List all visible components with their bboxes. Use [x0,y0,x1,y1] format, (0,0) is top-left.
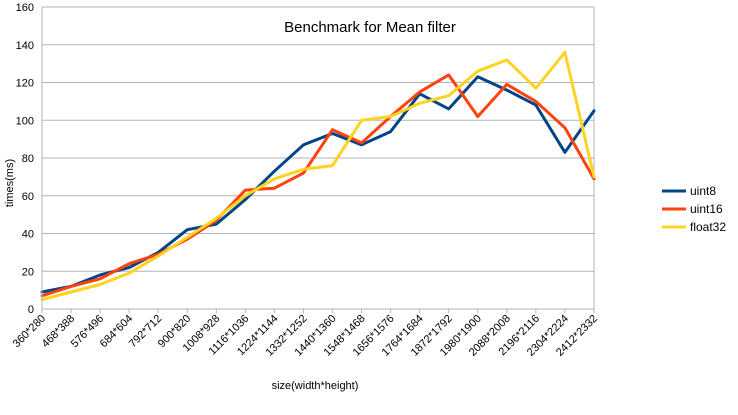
legend: uint8 uint16 float32 [662,184,726,234]
series-line-uint16 [40,73,596,298]
chart-title: Benchmark for Mean filter [284,19,456,36]
y-tick-label: 80 [22,153,34,165]
y-tick-label: 20 [22,266,34,278]
y-tick-label: 60 [22,191,34,203]
axes [41,7,595,313]
y-tick-label: 40 [22,229,34,241]
series-line-float32 [40,50,596,302]
y-tick-label: 120 [16,78,34,90]
series-lines [40,50,596,302]
y-tick-labels: 0 20 40 60 80 100 120 140 160 [16,2,34,316]
y-axis-title: times(ms) [4,159,16,207]
legend-label-uint16: uint16 [690,202,723,216]
y-tick-label: 100 [16,115,34,127]
legend-label-uint8: uint8 [690,184,716,198]
legend-label-float32: float32 [690,220,726,234]
y-tick-label: 0 [28,304,34,316]
y-tick-label: 140 [16,40,34,52]
y-tick-label: 160 [16,2,34,14]
x-axis-title: size(width*height) [272,380,359,392]
